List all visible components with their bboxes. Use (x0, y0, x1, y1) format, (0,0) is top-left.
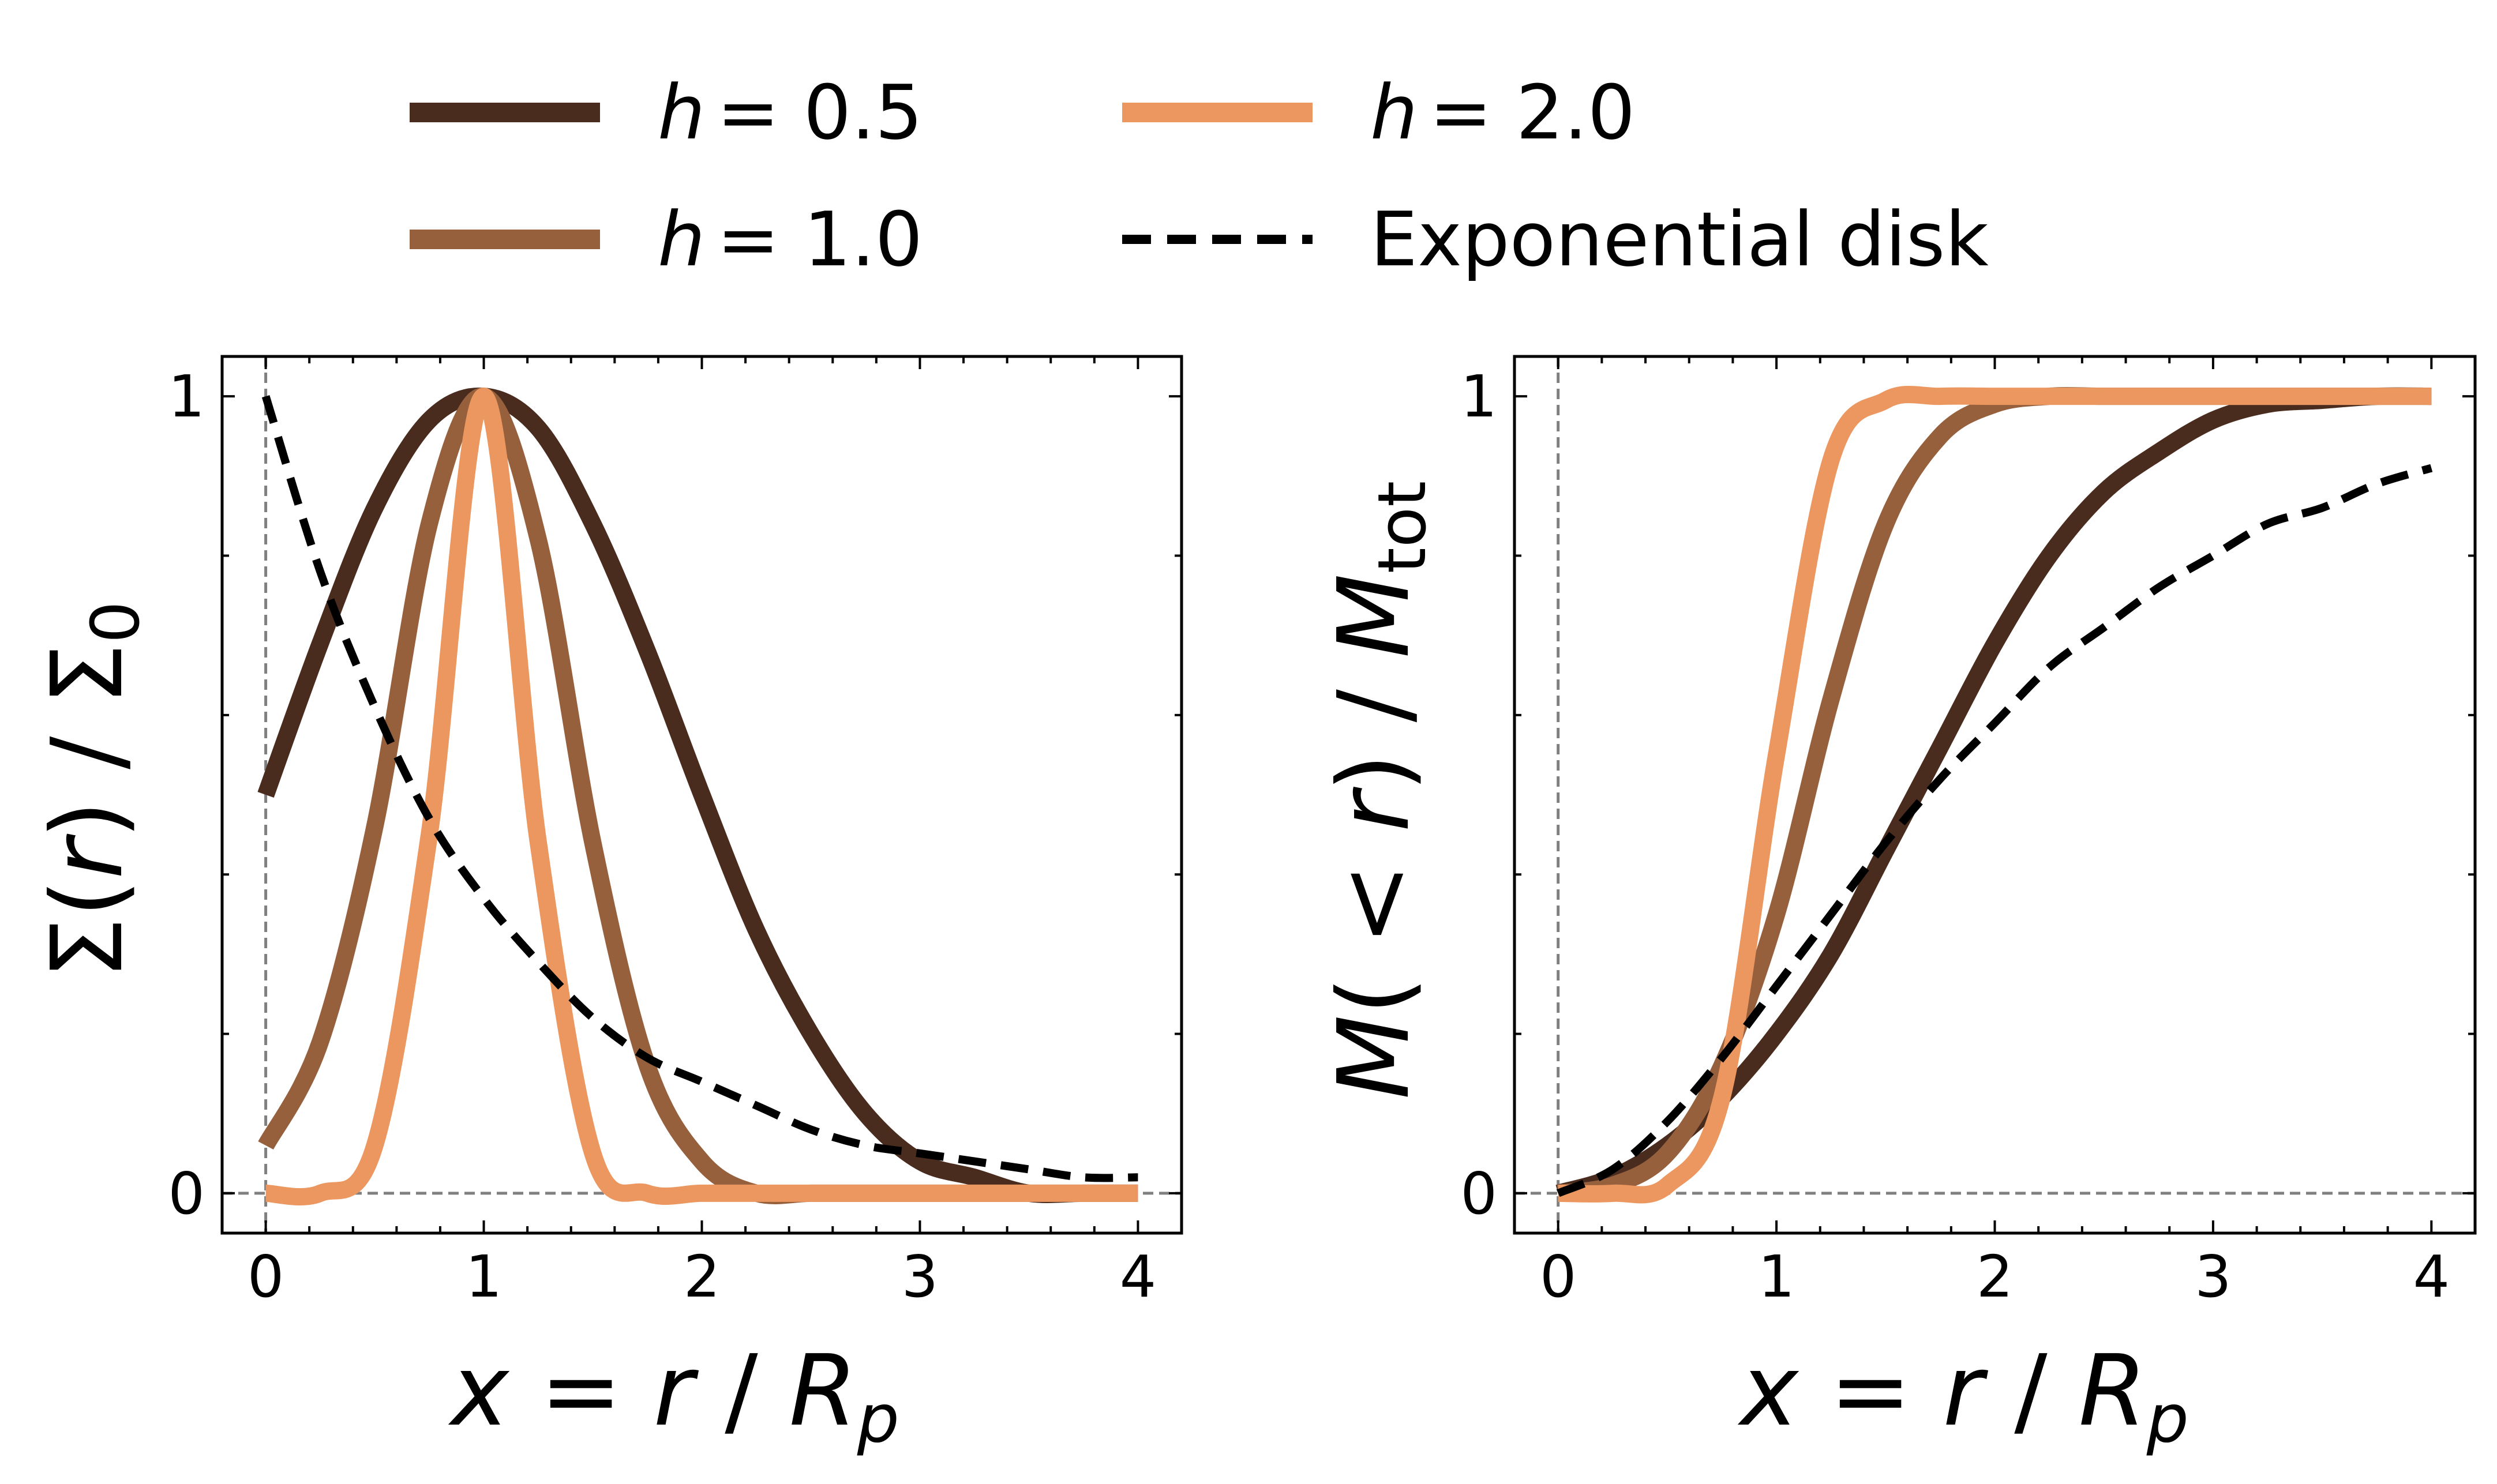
left-xtick-label: 3 (902, 1243, 939, 1310)
right-series-exp (1556, 464, 2433, 1197)
left-series-h05 (257, 387, 1138, 1203)
legend-label-h05: h = 0.5 (658, 69, 923, 156)
right-ytick-label: 0 (1460, 1160, 1497, 1227)
right-ylabel: M( < r) / Mtot (1317, 481, 1441, 1099)
legend: h = 0.5 h = 1.0 h = 2.0 Exponential disk (410, 69, 1989, 283)
left-xtick-label: 4 (1120, 1243, 1157, 1310)
left-xlabel: x = r / Rp (448, 1334, 899, 1458)
left-series-h20 (265, 388, 1138, 1205)
legend-label-h20: h = 2.0 (1370, 69, 1635, 156)
right-axes-frame (1513, 355, 2477, 1235)
right-xtick-label: 2 (1977, 1243, 2014, 1310)
left-ytick-label: 1 (168, 363, 205, 430)
left-xtick-label: 0 (248, 1243, 284, 1310)
left-xtick-label: 1 (466, 1243, 503, 1310)
right-xtick-label: 4 (2413, 1243, 2450, 1310)
left-panel: x = r / Rp Σ(r) / Σ0 0 1 2 3 4 0 1 (31, 355, 1183, 1458)
right-xtick-label: 0 (1540, 1243, 1577, 1310)
legend-label-h10: h = 1.0 (658, 196, 923, 283)
right-xtick-label: 3 (2195, 1243, 2232, 1310)
left-ylabel: Σ(r) / Σ0 (31, 601, 155, 979)
right-series-h05 (1555, 387, 2432, 1202)
right-series-h10 (1557, 387, 2432, 1202)
right-xtick-label: 1 (1758, 1243, 1795, 1310)
left-series-exp (261, 395, 1138, 1182)
left-xtick-label: 2 (684, 1243, 721, 1310)
right-ytick-label: 1 (1460, 363, 1497, 430)
left-ytick-label: 0 (168, 1160, 205, 1227)
right-xlabel: x = r / Rp (1737, 1334, 2189, 1458)
right-panel: x = r / Rp M( < r) / Mtot 0 1 2 3 4 0 1 (1317, 355, 2477, 1458)
legend-label-exp: Exponential disk (1370, 196, 1989, 283)
right-series-h20 (1558, 385, 2432, 1204)
